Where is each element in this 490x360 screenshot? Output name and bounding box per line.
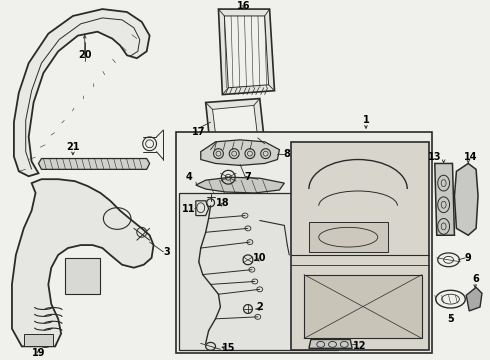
Polygon shape <box>291 142 429 350</box>
Text: 16: 16 <box>237 1 251 11</box>
Text: 1: 1 <box>363 115 369 125</box>
Text: 11: 11 <box>182 204 196 214</box>
Text: 7: 7 <box>245 172 251 182</box>
Text: 21: 21 <box>66 142 80 152</box>
Text: 6: 6 <box>473 274 479 284</box>
Polygon shape <box>201 140 279 166</box>
Polygon shape <box>435 163 454 235</box>
Text: 19: 19 <box>32 348 45 358</box>
Text: 15: 15 <box>221 343 235 353</box>
Text: 3: 3 <box>163 247 170 257</box>
Text: 9: 9 <box>465 253 471 263</box>
Polygon shape <box>309 339 352 348</box>
Polygon shape <box>213 105 258 142</box>
FancyBboxPatch shape <box>176 132 432 353</box>
Text: 5: 5 <box>447 314 454 324</box>
Polygon shape <box>12 179 153 346</box>
Polygon shape <box>196 177 284 193</box>
Polygon shape <box>304 275 422 338</box>
Polygon shape <box>219 9 274 95</box>
Polygon shape <box>224 16 269 88</box>
Text: 18: 18 <box>216 198 229 208</box>
Text: 10: 10 <box>253 253 267 263</box>
Text: 13: 13 <box>428 152 441 162</box>
Text: 17: 17 <box>192 127 205 137</box>
FancyBboxPatch shape <box>179 193 339 350</box>
Text: 8: 8 <box>284 149 291 159</box>
Text: 2: 2 <box>256 302 263 312</box>
Text: 12: 12 <box>353 341 367 351</box>
Polygon shape <box>309 222 388 252</box>
Polygon shape <box>454 163 478 235</box>
Text: 14: 14 <box>465 152 478 162</box>
Polygon shape <box>206 99 265 150</box>
Polygon shape <box>65 258 100 294</box>
Polygon shape <box>39 158 149 169</box>
Text: 4: 4 <box>186 172 192 182</box>
Polygon shape <box>24 334 53 346</box>
Text: 20: 20 <box>78 50 92 60</box>
Polygon shape <box>14 9 149 176</box>
Polygon shape <box>466 287 482 311</box>
